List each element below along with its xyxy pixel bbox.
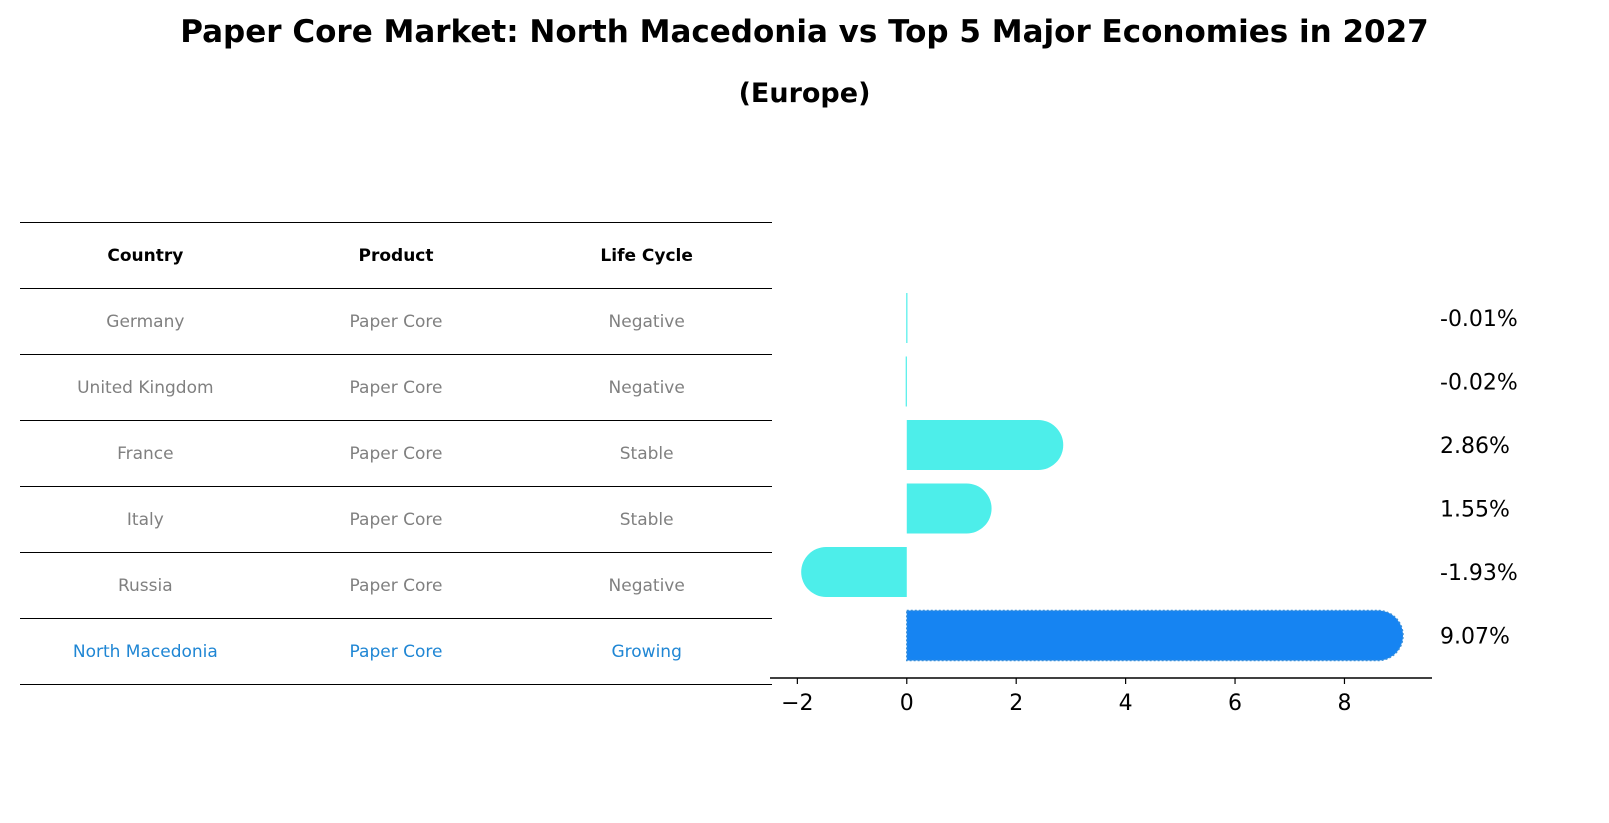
- cell-country: Russia: [117, 575, 173, 596]
- bar-italy: [906, 483, 992, 534]
- bar-france: [906, 420, 1064, 470]
- x-tick-label: −2: [781, 691, 813, 716]
- table-row: Germany Paper Core Negative: [20, 289, 772, 355]
- table-row: United Kingdom Paper Core Negative: [20, 355, 772, 421]
- x-tick-label: 0: [900, 691, 914, 716]
- cell-product: Paper Core: [349, 509, 443, 530]
- cell-life-cycle: Negative: [608, 311, 685, 332]
- cell-life-cycle: Negative: [608, 377, 685, 398]
- cell-product: Paper Core: [349, 641, 443, 662]
- chart-subtitle: (Europe): [738, 78, 871, 109]
- cell-life-cycle: Growing: [611, 641, 682, 662]
- table-row-highlight: North Macedonia Paper Core Growing: [20, 619, 772, 685]
- value-label: 2.86%: [1440, 434, 1510, 459]
- data-table: Country Product Life Cycle Germany Paper…: [20, 222, 772, 685]
- cell-country: North Macedonia: [72, 641, 218, 662]
- header-country: Country: [107, 245, 184, 266]
- bar-chart: -0.01% -0.02% 2.86% 1.55% -1.93% 9.07% −2 0 2 4 6 8: [770, 293, 1518, 716]
- x-tick-label: 8: [1337, 691, 1351, 716]
- table-row: Italy Paper Core Stable: [20, 487, 772, 553]
- cell-country: United Kingdom: [77, 377, 214, 398]
- value-label: 9.07%: [1440, 625, 1510, 650]
- cell-life-cycle: Stable: [619, 443, 674, 464]
- bar-russia: [801, 547, 907, 597]
- bar-north-macedonia: [906, 609, 1404, 662]
- cell-country: Italy: [126, 509, 164, 530]
- cell-product: Paper Core: [349, 311, 443, 332]
- value-label: 1.55%: [1440, 498, 1510, 523]
- value-label: -0.02%: [1440, 371, 1518, 396]
- cell-country: Germany: [106, 311, 185, 332]
- x-tick-label: 2: [1009, 691, 1023, 716]
- cell-product: Paper Core: [349, 377, 443, 398]
- table-header-row: Country Product Life Cycle: [20, 223, 772, 289]
- cell-country: France: [117, 443, 174, 464]
- cell-life-cycle: Stable: [619, 509, 674, 530]
- cell-life-cycle: Negative: [608, 575, 685, 596]
- value-label: -1.93%: [1440, 561, 1518, 586]
- bar-united-kingdom: [905, 356, 907, 407]
- header-life-cycle: Life Cycle: [600, 245, 693, 266]
- header-product: Product: [358, 245, 434, 266]
- bar-germany: [906, 293, 908, 343]
- x-tick-label: 6: [1228, 691, 1242, 716]
- cell-product: Paper Core: [349, 575, 443, 596]
- x-tick-label: 4: [1119, 691, 1133, 716]
- value-label: -0.01%: [1440, 307, 1518, 332]
- table-row: Russia Paper Core Negative: [20, 553, 772, 619]
- table-row: France Paper Core Stable: [20, 421, 772, 487]
- chart-title: Paper Core Market: North Macedonia vs To…: [180, 14, 1429, 50]
- cell-product: Paper Core: [349, 443, 443, 464]
